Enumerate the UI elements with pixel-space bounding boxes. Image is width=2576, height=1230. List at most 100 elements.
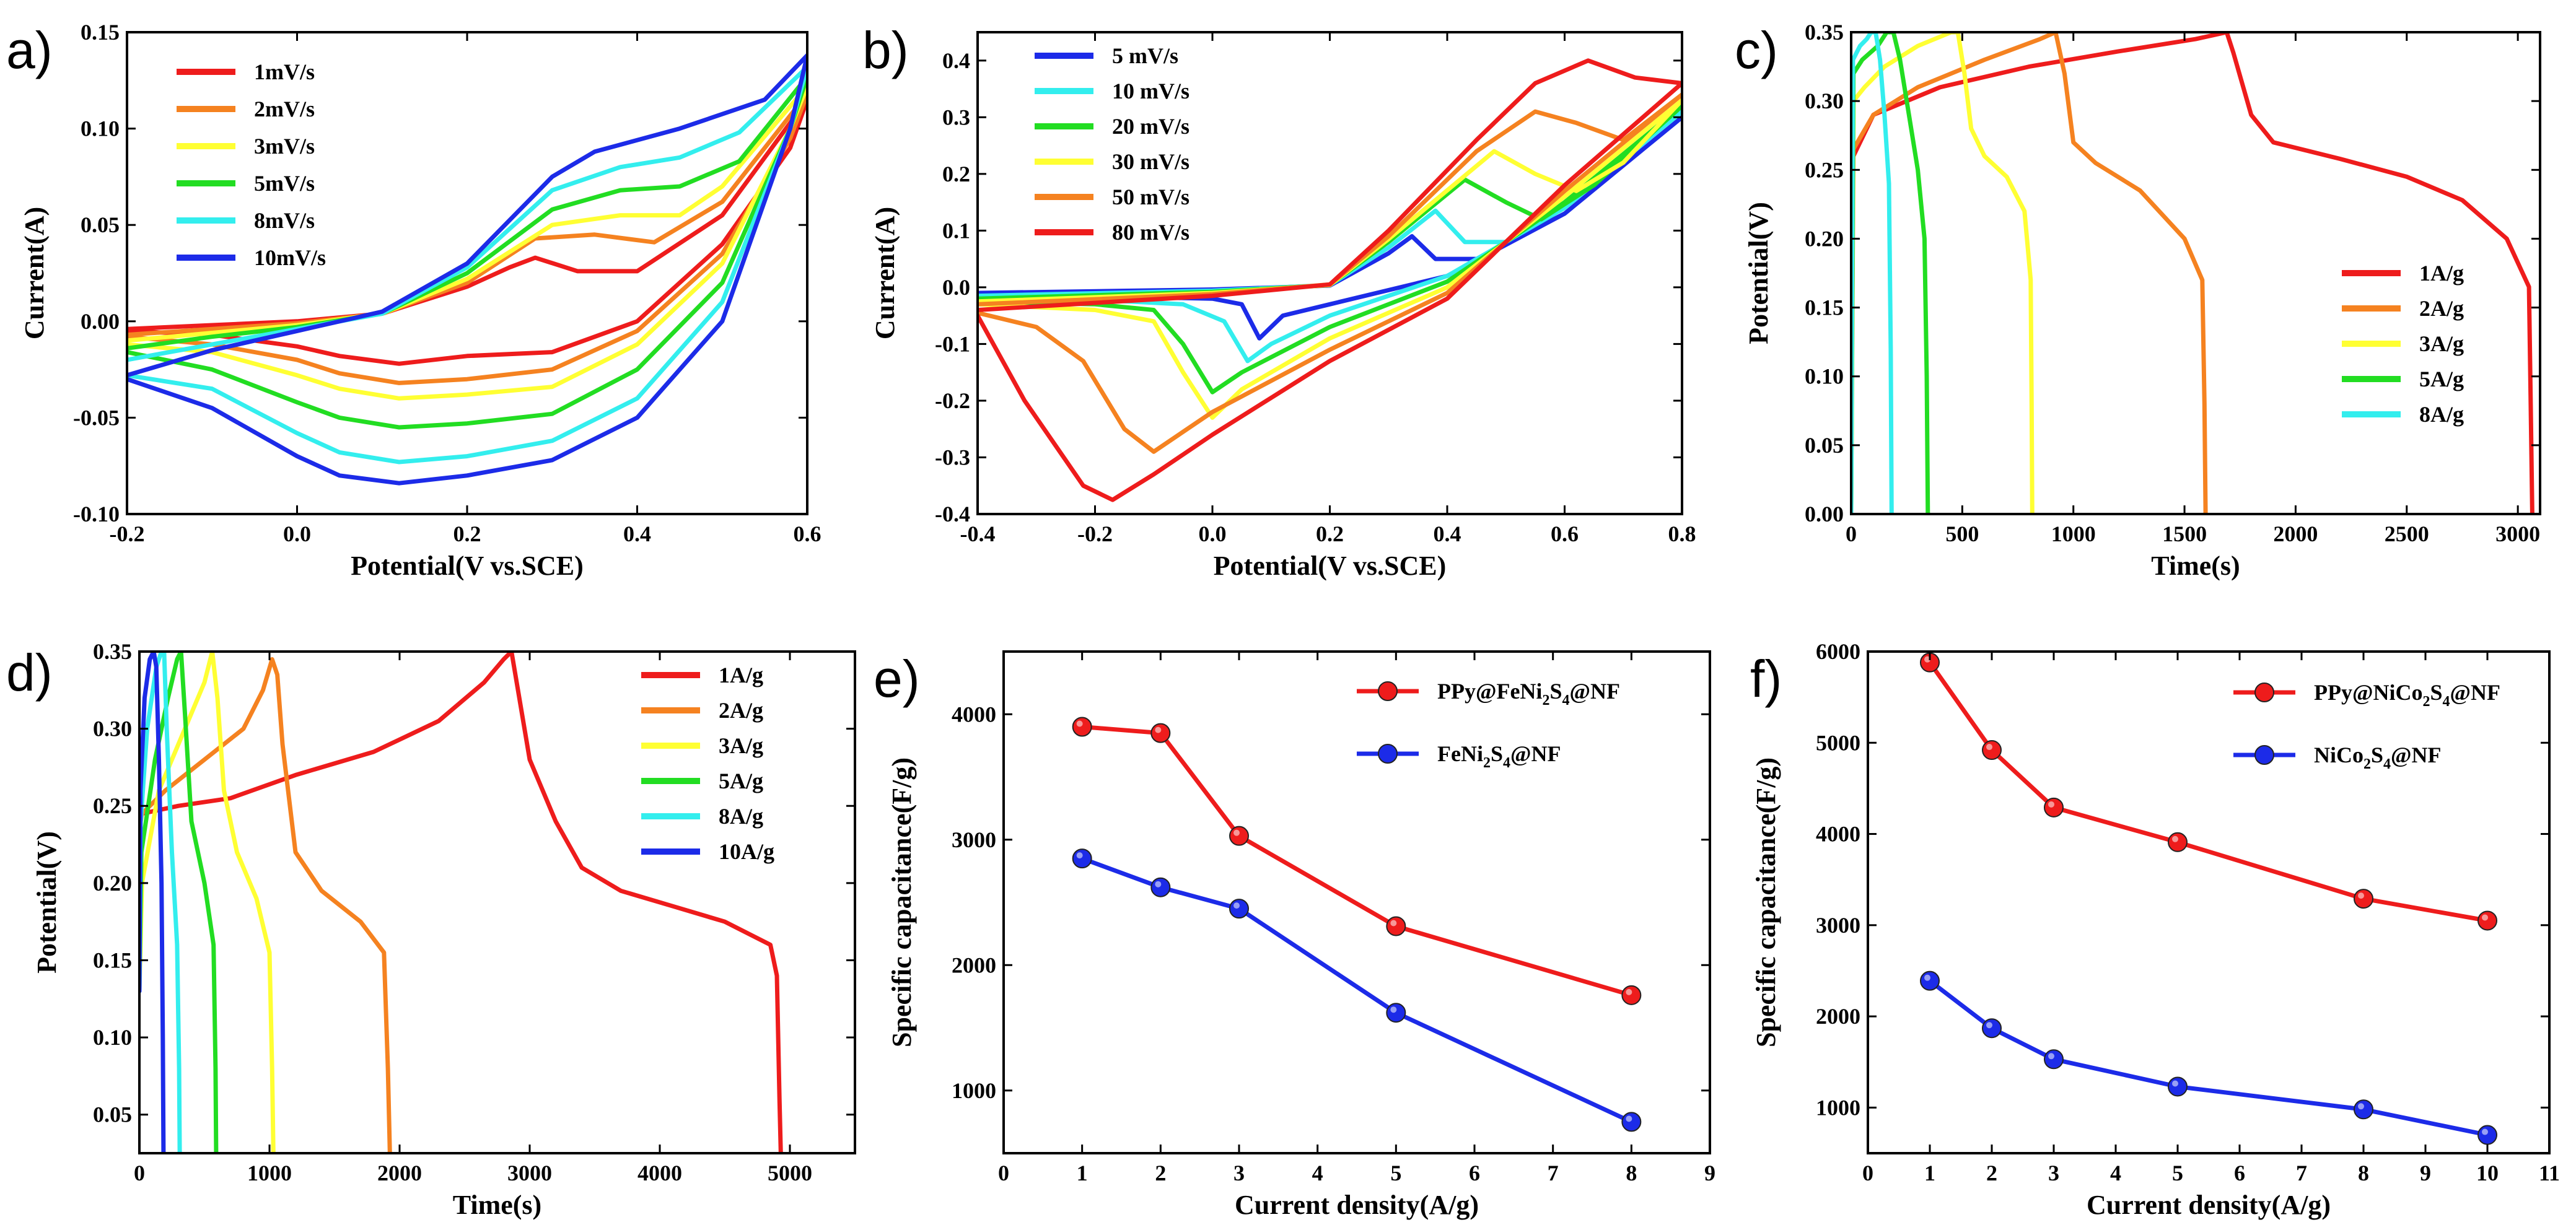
panel-label: d) xyxy=(6,643,53,702)
legend-label: 5mV/s xyxy=(254,171,315,196)
panel-label: c) xyxy=(1735,21,1778,79)
x-tick-label: -0.4 xyxy=(960,521,996,546)
legend-label-part: 4 xyxy=(1503,755,1510,771)
legend-label: 1A/g xyxy=(2419,261,2464,286)
panel-b: -0.4 -0.2 0.0 0.2 0.4 0.6 0.8 -0.4 -0.3 -0.2 -0.1 0… xyxy=(862,21,1696,581)
series-line-80 mV/s xyxy=(978,58,1682,502)
series-line-10A/g xyxy=(139,652,166,1153)
plot-frame xyxy=(1850,31,2541,515)
legend-label-part: 2 xyxy=(1542,692,1549,709)
x-tick-label: 0 xyxy=(998,1161,1009,1185)
x-tick-label: 0 xyxy=(134,1161,145,1185)
legend-label: 8mV/s xyxy=(254,208,315,233)
x-axis-label: Time(s) xyxy=(453,1190,541,1220)
y-tick-label: 0.15 xyxy=(93,948,132,972)
data-point-highlight xyxy=(1390,1006,1397,1013)
legend-label: FeNi2S4@NF xyxy=(1437,741,1561,771)
legend-label-part: @NF xyxy=(1510,741,1561,766)
data-point-PPy@NiCo2S4@NF xyxy=(2168,832,2188,852)
y-tick-label: 0.30 xyxy=(93,717,132,741)
y-tick-label: 0.2 xyxy=(942,162,970,186)
y-tick-label: 0.35 xyxy=(1805,20,1844,45)
y-tick-label: 0.10 xyxy=(81,116,120,141)
data-point-highlight xyxy=(2172,1080,2178,1087)
y-tick-label: -0.1 xyxy=(935,331,970,356)
legend-marker xyxy=(1378,681,1398,701)
legend-label-part: 2 xyxy=(1483,755,1491,771)
legend-label: 10mV/s xyxy=(254,245,326,270)
x-axis-label: Potential(V vs.SCE) xyxy=(351,551,584,581)
x-tick-label: 1 xyxy=(1924,1161,1935,1185)
data-point-highlight xyxy=(2358,892,2364,899)
legend-label: 30 mV/s xyxy=(1112,149,1189,174)
data-point-NiCo2S4@NF xyxy=(2044,1049,2064,1070)
x-tick-label: 4 xyxy=(1312,1161,1323,1185)
data-point-PPy@NiCo2S4@NF xyxy=(2354,889,2373,909)
x-tick-label: 3 xyxy=(2048,1161,2059,1185)
data-point-PPy@FeNi2S4@NF xyxy=(1229,826,1249,846)
legend: 5 mV/s 10 mV/s 20 mV/s 30 mV/s 50 mV/s 80 mV/… xyxy=(1035,43,1189,245)
y-tick-label: 0.10 xyxy=(1805,364,1844,389)
legend-label-part: @NF xyxy=(1569,679,1619,704)
y-axis-label: Current(A) xyxy=(870,207,900,339)
legend-label-part: S xyxy=(2430,680,2442,705)
series-line-10 mV/s xyxy=(978,109,1682,364)
panel-label: f) xyxy=(1750,650,1782,708)
y-axis-label: Specific capacitance(F/g) xyxy=(887,757,917,1047)
x-tick-label: 0.0 xyxy=(1199,521,1227,546)
x-axis-label: Time(s) xyxy=(2151,551,2240,581)
y-tick-label: 0.20 xyxy=(1805,226,1844,251)
y-tick-label: 0.15 xyxy=(81,20,120,45)
x-tick-label: 6 xyxy=(1469,1161,1480,1185)
series-line-PPy@NiCo2S4@NF xyxy=(1927,660,2490,923)
legend-label: 80 mV/s xyxy=(1112,220,1189,245)
y-tick-label: 0.05 xyxy=(1805,433,1844,458)
legend-marker xyxy=(2254,683,2274,702)
y-tick-label: 0.05 xyxy=(81,212,120,237)
series-line-5A/g xyxy=(139,652,219,1153)
y-axis-label: Current(A) xyxy=(19,207,50,339)
plot-frame xyxy=(1002,650,1711,1154)
y-tick-label: 0.15 xyxy=(1805,295,1844,320)
x-tick-label: -0.2 xyxy=(1077,521,1113,546)
series-line-5 mV/s xyxy=(978,115,1682,341)
x-tick-label: 5 xyxy=(1390,1161,1401,1185)
series-line-2A/g xyxy=(139,657,392,1153)
x-tick-label: 11 xyxy=(2539,1161,2560,1185)
legend-label: 5A/g xyxy=(719,769,763,793)
y-tick-label: -0.3 xyxy=(935,445,970,469)
y-tick-label: -0.10 xyxy=(73,502,120,526)
y-tick-label: 1000 xyxy=(1816,1095,1860,1120)
series-line-5mV/s xyxy=(127,74,807,430)
data-point-highlight xyxy=(1155,726,1162,733)
x-tick-label: 8 xyxy=(1626,1161,1637,1185)
series-line-3A/g xyxy=(1851,32,2035,514)
legend-label: 20 mV/s xyxy=(1112,114,1189,139)
panel-a: -0.2 0.0 0.2 0.4 0.6 -0.10 -0.05 0.00 0.05 0.10 0.… xyxy=(6,20,821,581)
y-tick-label: 0.25 xyxy=(93,793,132,818)
data-point-highlight xyxy=(1076,852,1083,859)
data-point-PPy@NiCo2S4@NF xyxy=(1982,740,2002,761)
x-tick-label: 2 xyxy=(1986,1161,1997,1185)
panel-label: a) xyxy=(6,21,53,79)
data-point-highlight xyxy=(1626,988,1632,995)
x-tick-label: 0.2 xyxy=(453,521,481,546)
legend-label: 8A/g xyxy=(719,804,763,829)
x-tick-label: 4 xyxy=(2110,1161,2121,1185)
x-tick-label: 2 xyxy=(1155,1161,1166,1185)
y-tick-label: 2000 xyxy=(952,953,996,977)
legend-label: NiCo2S4@NF xyxy=(2314,743,2442,772)
data-point-highlight xyxy=(1986,744,1992,751)
y-tick-label: 0.05 xyxy=(93,1102,132,1127)
x-tick-label: 0 xyxy=(1846,521,1857,546)
x-tick-label: 3000 xyxy=(2495,521,2540,546)
series-line-PPy@FeNi2S4@NF xyxy=(1080,725,1634,998)
legend-label-part: PPy@NiCo xyxy=(2314,680,2422,705)
panel-e: 0 1 2 3 4 5 6 7 8 9 1000 2000 3000 4000 Current densit… xyxy=(874,650,1715,1220)
data-point-FeNi2S4@NF xyxy=(1150,877,1171,897)
y-tick-label: 5000 xyxy=(1816,730,1860,755)
x-tick-label: 2000 xyxy=(2273,521,2318,546)
plot-frame xyxy=(976,31,1683,515)
x-tick-label: 5000 xyxy=(768,1161,812,1185)
